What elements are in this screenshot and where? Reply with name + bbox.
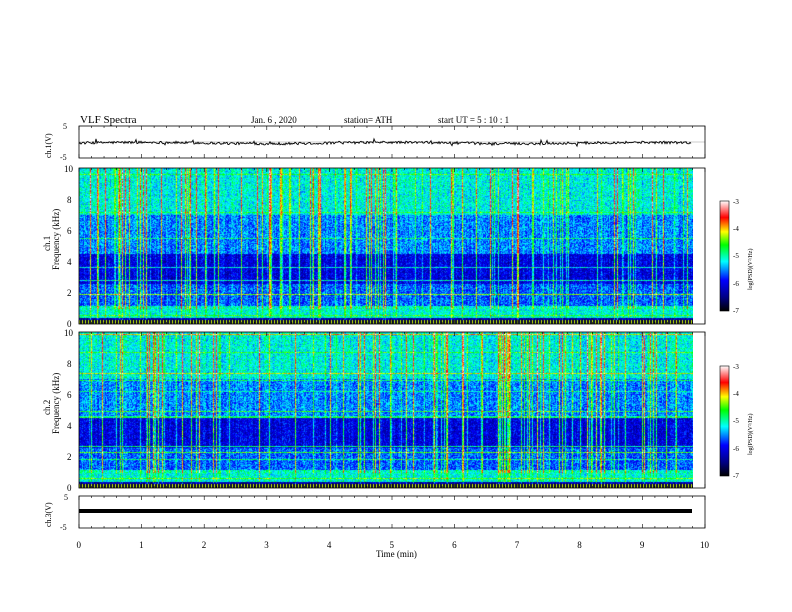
ch2-cb-tick-m5: -5 bbox=[733, 417, 739, 425]
ch1-spectrogram-panel: 10 8 6 4 2 0 ch.1 Frequency (kHz) -3 -4 … bbox=[42, 164, 754, 329]
time-tick-label: 1 bbox=[139, 540, 144, 550]
station-label: station= ATH bbox=[344, 115, 393, 125]
ch2-channel-label: ch.2 bbox=[42, 400, 52, 415]
time-tick-label: 3 bbox=[264, 540, 269, 550]
time-tick-label: 9 bbox=[640, 540, 645, 550]
ch1-cb-tick-m5: -5 bbox=[733, 252, 739, 260]
time-tick-label: 7 bbox=[515, 540, 520, 550]
ch3-ytick-top: 5 bbox=[64, 493, 68, 502]
ch1-freq-ytick-10: 10 bbox=[64, 164, 74, 174]
figure-title: VLF Spectra bbox=[80, 114, 137, 126]
ch3-waveform-panel: 5 -5 ch.3(V) bbox=[44, 493, 706, 532]
ch2-cb-tick-m4: -4 bbox=[733, 390, 739, 398]
date-label: Jan. 6 , 2020 bbox=[251, 115, 297, 125]
ch2-freq-ylabel: Frequency (kHz) bbox=[51, 373, 61, 434]
time-tick-label: 4 bbox=[327, 540, 332, 550]
ch2-spectrogram bbox=[79, 332, 693, 488]
ch2-cb-tick-m6: -6 bbox=[733, 445, 739, 453]
ch2-cb-label: log(PSD)(V²/Hz) bbox=[747, 414, 754, 455]
ch1-cb-tick-m3: -3 bbox=[733, 198, 739, 206]
time-tick-label: 0 bbox=[77, 540, 82, 550]
time-tick-label: 6 bbox=[452, 540, 457, 550]
ch2-cb-tick-m7: -7 bbox=[733, 472, 739, 480]
ch2-cb-tick-m3: -3 bbox=[733, 363, 739, 371]
time-tick-labels: 0 1 2 3 4 5 6 7 8 9 10 bbox=[77, 540, 710, 550]
ch2-freq-ytick-10: 10 bbox=[64, 328, 74, 338]
ch1-ylabel: ch.1(V) bbox=[44, 133, 53, 158]
ch2-freq-ytick-2: 2 bbox=[67, 452, 72, 462]
ch2-freq-ytick-8: 8 bbox=[67, 359, 72, 369]
ch1-spectrogram bbox=[79, 168, 693, 324]
ch1-freq-ytick-0: 0 bbox=[67, 319, 72, 329]
time-ticks bbox=[78, 126, 706, 528]
start-ut-label: start UT = 5 : 10 : 1 bbox=[438, 115, 509, 125]
ch1-freq-ytick-6: 6 bbox=[67, 226, 72, 236]
ch1-freq-ytick-8: 8 bbox=[67, 195, 72, 205]
ch1-cb-tick-m4: -4 bbox=[733, 225, 739, 233]
time-tick-label: 5 bbox=[390, 540, 395, 550]
ch1-freq-ytick-4: 4 bbox=[67, 257, 72, 267]
ch2-colorbar: -3 -4 -5 -6 -7 log(PSD)(V²/Hz) bbox=[719, 363, 754, 480]
x-axis-label: Time (min) bbox=[376, 549, 417, 559]
time-tick-label: 2 bbox=[202, 540, 207, 550]
ch2-freq-ytick-4: 4 bbox=[67, 421, 72, 431]
ch1-cb-label: log(PSD)(V²/Hz) bbox=[747, 249, 754, 290]
ch1-ytick-top: 5 bbox=[63, 122, 67, 131]
ch2-freq-ytick-0: 0 bbox=[67, 483, 72, 493]
time-tick-label: 10 bbox=[700, 540, 710, 550]
ch1-freq-ytick-2: 2 bbox=[67, 288, 72, 298]
ch1-cb-tick-m7: -7 bbox=[733, 307, 739, 315]
ch2-spectrogram-panel: 10 8 6 4 2 0 ch.2 Frequency (kHz) -3 -4 … bbox=[42, 328, 754, 493]
time-tick-label: 8 bbox=[577, 540, 582, 550]
ch1-cb-tick-m6: -6 bbox=[733, 280, 739, 288]
ch2-freq-ytick-6: 6 bbox=[67, 390, 72, 400]
ch3-ytick-bottom: -5 bbox=[60, 523, 67, 532]
ch3-ylabel: ch.3(V) bbox=[44, 502, 53, 527]
ch1-ytick-bottom: -5 bbox=[60, 153, 67, 162]
ch1-freq-ylabel: Frequency (kHz) bbox=[51, 209, 61, 270]
ch1-trace bbox=[78, 137, 692, 148]
ch1-colorbar: -3 -4 -5 -6 -7 log(PSD)(V²/Hz) bbox=[719, 198, 754, 315]
ch1-channel-label: ch.1 bbox=[42, 236, 52, 251]
ch1-waveform-panel: 5 -5 ch.1(V) bbox=[44, 122, 706, 162]
